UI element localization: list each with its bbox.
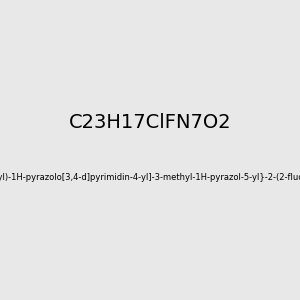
- Text: N-{1-[1-(4-chlorophenyl)-1H-pyrazolo[3,4-d]pyrimidin-4-yl]-3-methyl-1H-pyrazol-5: N-{1-[1-(4-chlorophenyl)-1H-pyrazolo[3,4…: [0, 172, 300, 182]
- Text: C23H17ClFN7O2: C23H17ClFN7O2: [69, 113, 231, 133]
